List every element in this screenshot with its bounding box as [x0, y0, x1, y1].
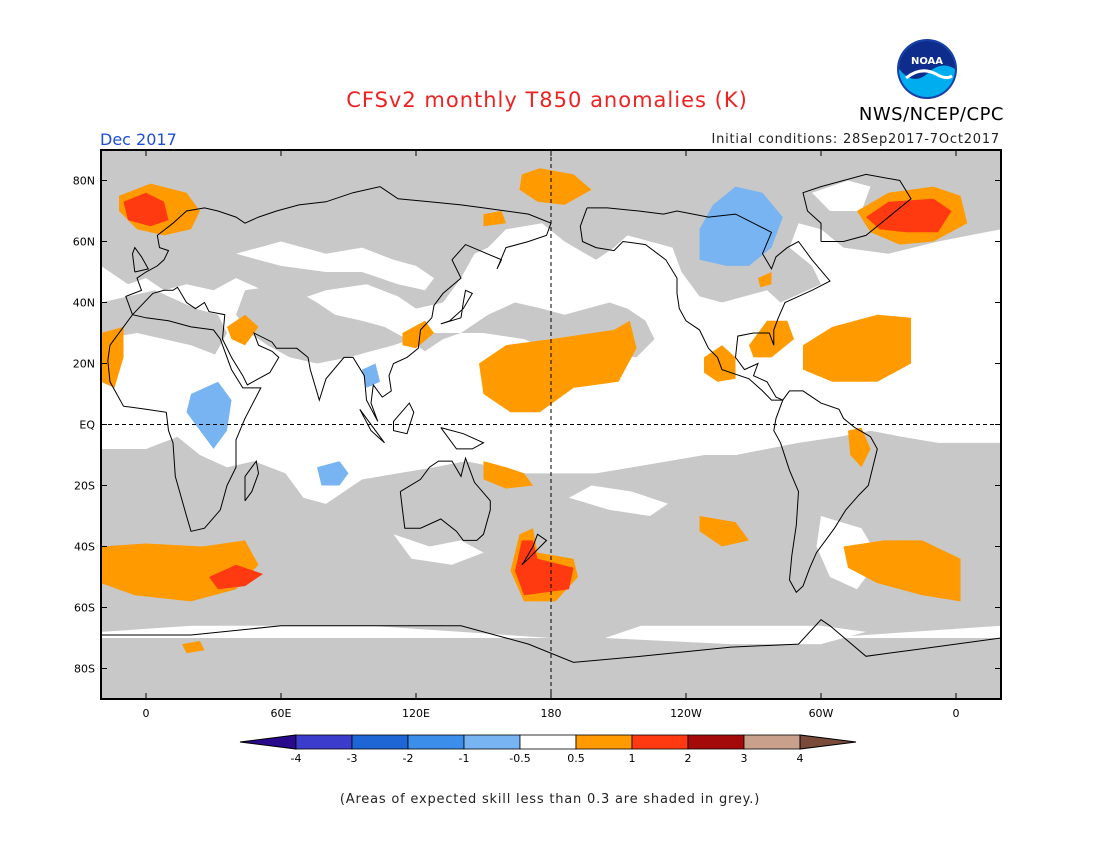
coastline	[101, 619, 1001, 663]
coastline	[244, 459, 260, 502]
colorbar-swatch	[407, 734, 465, 750]
skill-footnote: (Areas of expected skill less than 0.3 a…	[339, 792, 761, 807]
lon-tick-label: 120E	[402, 707, 430, 720]
lat-tick-label: 60N	[73, 236, 95, 249]
coastline	[125, 186, 552, 422]
noaa-logo-text: NOAA	[911, 56, 943, 67]
lat-tick-label: 20S	[74, 480, 95, 493]
coastline	[440, 427, 485, 450]
no-signal-region	[236, 241, 434, 291]
lat-tick-label: 80S	[74, 663, 95, 676]
anomaly-n-atlantic-subtropic	[803, 314, 911, 382]
initial-conditions-label: Initial conditions: 28Sep2017-7Oct2017	[711, 132, 1000, 147]
axis-ticks: 80N 60N 40N 20N EQ 20S 40S 60S 80S 0 60E 120E 180 120…	[73, 150, 1001, 720]
month-label: Dec 2017	[100, 130, 177, 149]
anomaly-s-pacific-mid-warm	[699, 516, 749, 547]
anomaly-new-zealand-core	[515, 540, 574, 596]
colorbar: -4 -3 -2 -1 -0.5 0.5 1 2 3 4	[239, 734, 857, 765]
anomaly-layer	[101, 168, 968, 654]
colorbar-arrow-low	[239, 734, 297, 750]
lon-tick-label: 120W	[670, 707, 702, 720]
lat-tick-label: 60S	[74, 602, 95, 615]
anomaly-greenland-core	[866, 198, 952, 233]
organization-label: NWS/NCEP/CPC	[858, 104, 1004, 125]
coastline	[773, 390, 878, 594]
colorbar-swatch	[519, 734, 577, 750]
colorbar-swatch	[351, 734, 409, 750]
anomaly-coral-sea-warm	[483, 461, 533, 489]
lon-tick-label: 0	[143, 707, 150, 720]
colorbar-label: 0.5	[567, 752, 585, 765]
lon-tick-label: 0	[953, 707, 960, 720]
anomaly-hudson-warm-dot	[758, 272, 772, 288]
chart-title: CFSv2 monthly T850 anomalies (K)	[346, 88, 748, 112]
anomaly-kamchatka-warm	[483, 211, 506, 227]
lat-tick-label: 80N	[73, 175, 95, 188]
colorbar-swatch	[687, 734, 745, 750]
colorbar-label: 1	[629, 752, 636, 765]
anomaly-canada-cold	[699, 186, 783, 266]
lat-tick-label: 20N	[73, 358, 95, 371]
colorbar-label: 3	[741, 752, 748, 765]
lat-tick-label: EQ	[79, 419, 95, 432]
anomaly-antarctic-warm	[182, 641, 205, 654]
lat-tick-label: 40S	[74, 541, 95, 554]
colorbar-label: 2	[685, 752, 692, 765]
anomaly-bering-warm	[519, 168, 592, 205]
noaa-logo: NOAA	[897, 39, 957, 99]
no-signal-region	[569, 485, 668, 516]
anomaly-indian-cold	[317, 461, 349, 486]
colorbar-label: -1	[459, 752, 470, 765]
colorbar-swatch	[575, 734, 633, 750]
colorbar-label: -2	[403, 752, 414, 765]
colorbar-label: -4	[291, 752, 302, 765]
colorbar-swatch	[295, 734, 353, 750]
colorbar-arrow-high	[799, 734, 857, 750]
lon-tick-label: 180	[541, 707, 562, 720]
colorbar-label: -3	[347, 752, 358, 765]
coastline	[359, 409, 385, 444]
coastline	[440, 289, 474, 325]
anomaly-brazil-warm	[848, 427, 871, 468]
coastline	[131, 246, 150, 273]
anomaly-n-pacific-warm	[479, 320, 637, 413]
anomaly-scandinavia-core	[123, 192, 169, 227]
colorbar-swatch	[463, 734, 521, 750]
coastline	[521, 533, 548, 566]
colorbar-label: 4	[797, 752, 804, 765]
coastline	[579, 207, 831, 401]
lon-tick-label: 60W	[809, 707, 834, 720]
anomaly-china-warm	[402, 320, 434, 349]
coastline	[107, 314, 262, 532]
anomaly-s-pacific-argentina-warm	[843, 540, 961, 602]
coastline	[399, 456, 491, 541]
coastline-layer	[101, 173, 1001, 663]
anomaly-east-africa-cold	[186, 381, 232, 449]
no-signal-region	[506, 235, 574, 272]
coastline	[393, 402, 415, 435]
no-signal-region	[812, 180, 871, 211]
lon-tick-label: 60E	[271, 707, 292, 720]
anomaly-se-asia-cold	[362, 363, 380, 388]
anomaly-w-africa-warm	[101, 326, 124, 388]
coastline	[802, 173, 912, 242]
colorbar-label: -0.5	[509, 752, 530, 765]
colorbar-swatch	[631, 734, 689, 750]
no-signal-region	[605, 625, 866, 645]
anomaly-s-indian-core	[209, 564, 263, 590]
colorbar-swatch	[743, 734, 801, 750]
no-signal-region	[393, 534, 484, 565]
anomaly-mideast-warm	[227, 314, 259, 346]
lat-tick-label: 40N	[73, 297, 95, 310]
